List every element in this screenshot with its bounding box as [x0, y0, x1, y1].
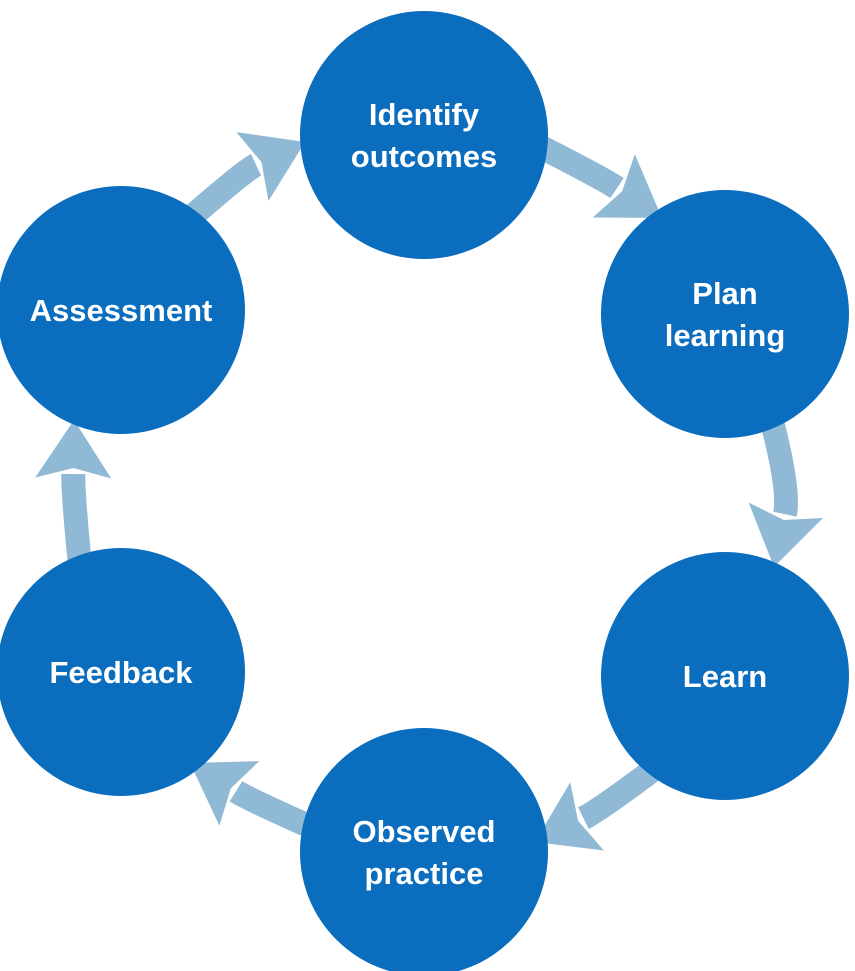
arrow-feedback-to-assessment: [35, 420, 112, 567]
arrow-observed-practice-to-feedback: [190, 761, 323, 841]
arrow-plan-learning-to-learn: [748, 414, 824, 567]
node-label: Learn: [683, 659, 767, 694]
arrow-head: [535, 782, 604, 851]
node-observed-practice: Observed practice: [300, 728, 548, 971]
node-circle: [0, 548, 245, 796]
node-label: Identify: [369, 97, 480, 132]
node-label: Plan: [692, 276, 757, 311]
node-feedback: Feedback: [0, 548, 245, 796]
node-assessment: Assessment: [0, 186, 245, 434]
arrow-head: [236, 132, 305, 201]
arrow-head: [748, 502, 824, 567]
node-circle: [0, 186, 245, 434]
node-label: Assessment: [30, 293, 213, 328]
node-identify-outcomes: Identify outcomes: [300, 11, 548, 259]
arrow-shaft: [759, 414, 799, 517]
arrow-identify-outcomes-to-plan-learning: [531, 134, 662, 218]
arrow-learn-to-observed-practice: [535, 753, 670, 851]
node-circle: [601, 552, 849, 800]
node-label: learning: [665, 318, 786, 353]
arrow-shaft: [181, 153, 262, 229]
node-learn: Learn: [601, 552, 849, 800]
arrow-shaft: [61, 473, 92, 567]
arrow-assessment-to-identify-outcomes: [181, 132, 305, 229]
arrow-head: [35, 420, 112, 479]
arrow-head: [592, 154, 662, 218]
node-circle: [300, 728, 548, 971]
node-circle: [300, 11, 548, 259]
node-label: practice: [365, 856, 484, 891]
arrow-head: [190, 761, 260, 826]
nodes-layer: Identify outcomes Plan learning Learn Observe…: [0, 11, 849, 971]
arrow-shaft: [531, 134, 624, 199]
node-plan-learning: Plan learning: [601, 190, 849, 438]
node-label: Feedback: [49, 655, 193, 690]
node-label: outcomes: [351, 139, 497, 174]
node-label: Observed: [352, 814, 495, 849]
node-circle: [601, 190, 849, 438]
